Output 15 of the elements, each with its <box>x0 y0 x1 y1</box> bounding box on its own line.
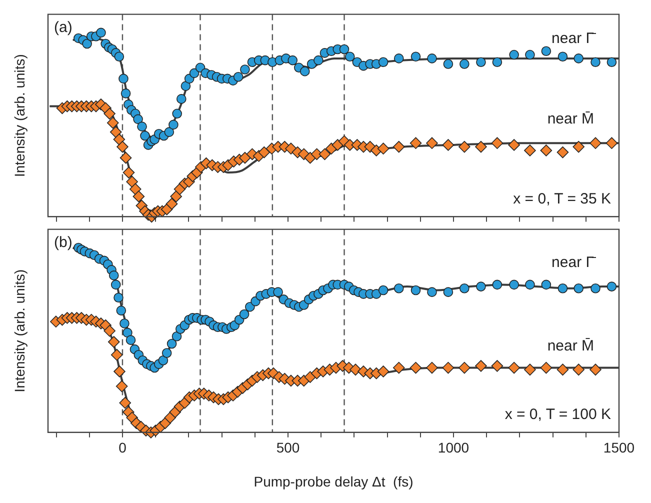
annotation: near Γ̄ <box>552 254 596 272</box>
x-tick-label: 0 <box>118 440 127 456</box>
y-axis-title: Intensity (arb. units) <box>11 54 28 177</box>
annotation: near M̄ <box>547 110 594 128</box>
annotation: x = 0, T = 35 K <box>513 190 611 208</box>
y-axis-title: Intensity (arb. units) <box>11 269 28 392</box>
x-tick-label: 500 <box>276 440 300 456</box>
annotation: near M̄ <box>547 337 594 354</box>
annotation: x = 0, T = 100 K <box>504 406 611 424</box>
annotation: (a) <box>54 18 72 36</box>
x-tick-label: 1000 <box>438 440 470 456</box>
x-axis-title: Pump-probe delay Δt (fs) <box>254 473 414 490</box>
x-tick-label: 1500 <box>603 440 635 456</box>
annotation: near Γ̄ <box>552 30 596 47</box>
annotation: (b) <box>54 234 72 251</box>
